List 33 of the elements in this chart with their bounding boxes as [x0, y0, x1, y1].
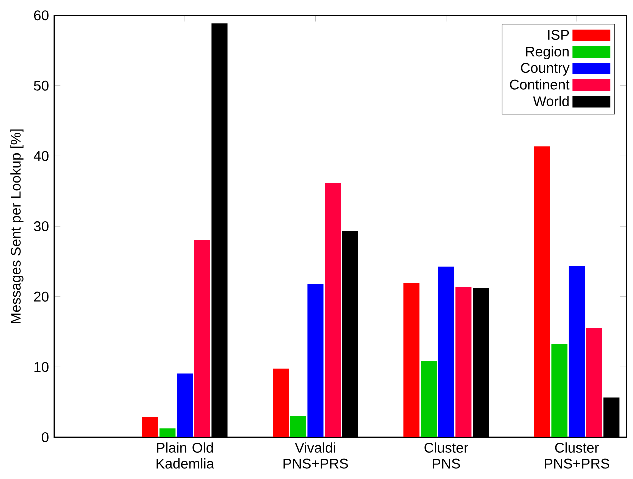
bar: [456, 287, 472, 438]
bar: [160, 428, 176, 438]
legend-label: Continent: [510, 79, 570, 90]
bar: [273, 368, 290, 438]
bar: [325, 182, 342, 438]
bar: [308, 284, 324, 438]
legend-label: ISP: [548, 30, 570, 40]
y-tick-label: 20: [34, 292, 49, 302]
legend-label: World: [533, 96, 569, 106]
y-axis-title: Messages Sent per Lookup [%]: [10, 129, 24, 324]
bar: [438, 266, 454, 438]
y-tick-label: 10: [34, 362, 49, 372]
bar: [290, 416, 306, 438]
bar: [534, 146, 550, 438]
x-tick-label: Plain Old Kademlia: [156, 442, 214, 469]
bar: [194, 240, 210, 438]
bar: [177, 374, 194, 438]
y-tick-label: 50: [34, 80, 49, 91]
legend-label: Region: [526, 46, 569, 60]
y-tick-label: 60: [34, 10, 49, 20]
y-tick-label: 0: [42, 432, 49, 442]
bar: [404, 282, 420, 438]
bar: [586, 328, 602, 438]
x-tick-label: Cluster PNS+PRS: [545, 442, 610, 469]
x-tick-label: Vivaldi PNS+PRS: [284, 442, 348, 469]
y-tick-label: 40: [34, 151, 49, 161]
bar: [552, 344, 568, 438]
x-tick-label: Cluster PNS: [424, 442, 468, 469]
bar: [142, 417, 158, 438]
legend-label: Country: [521, 62, 570, 76]
bar: [568, 266, 586, 438]
y-tick-label: 30: [34, 221, 49, 232]
bar: [420, 360, 438, 438]
